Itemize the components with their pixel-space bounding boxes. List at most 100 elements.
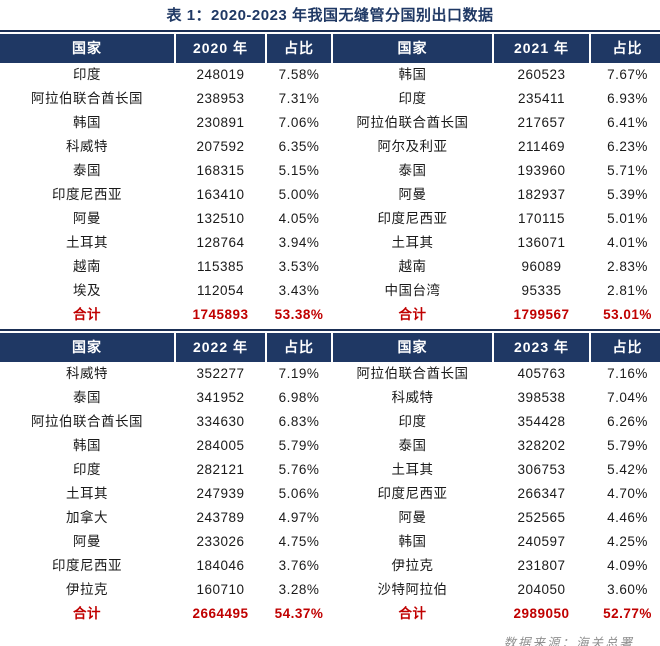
country-cell: 印度 [73,67,101,82]
value-cell: 398538 [517,390,566,405]
country-cell: 泰国 [73,390,101,405]
share-cell: 52.77% [603,606,652,621]
share-cell: 7.04% [607,390,648,405]
country-cell: 合计 [73,606,101,621]
value-cell: 96089 [521,259,562,274]
table-row: 印度 248019 7.58% 韩国 260523 7.67% [0,63,660,87]
col-header-year-2021: 2021 年 [494,34,589,63]
share-cell: 53.01% [603,307,652,322]
share-cell: 5.76% [278,462,320,477]
table-row: 阿拉伯联合酋长国 334630 6.83% 印度 354428 6.26% [0,410,660,434]
share-cell: 53.38% [274,307,324,322]
share-cell: 4.75% [278,534,320,549]
col-header-share-right: 占比 [591,333,660,362]
share-cell: 4.97% [278,510,320,525]
country-cell: 印度尼西亚 [377,211,448,226]
country-cell: 土耳其 [66,486,108,501]
total-row: 合计 2664495 54.37% 合计 2989050 52.77% [0,602,660,626]
value-cell: 217657 [517,115,566,130]
col-header-share-left: 占比 [267,34,331,63]
share-cell: 5.01% [607,211,648,226]
value-cell: 306753 [517,462,566,477]
share-cell: 7.19% [278,366,320,381]
table-row: 土耳其 128764 3.94% 土耳其 136071 4.01% [0,231,660,255]
col-header-country-left: 国家 [0,34,174,63]
share-cell: 3.43% [278,283,320,298]
value-cell: 112054 [196,283,245,298]
country-cell: 韩国 [398,67,427,82]
country-cell: 阿曼 [73,211,101,226]
table-row: 印度 282121 5.76% 土耳其 306753 5.42% [0,458,660,482]
share-cell: 3.28% [278,582,320,597]
value-cell: 182937 [517,187,566,202]
value-cell: 243789 [196,510,245,525]
value-cell: 247939 [196,486,245,501]
header-row-2020-2021: 国家 2020 年 占比 国家 2021 年 占比 [0,34,660,63]
value-cell: 252565 [517,510,566,525]
country-cell: 伊拉克 [66,582,108,597]
table-row: 科威特 207592 6.35% 阿尔及利亚 211469 6.23% [0,135,660,159]
country-cell: 合计 [398,307,427,322]
country-cell: 合计 [398,606,427,621]
value-cell: 334630 [196,414,245,429]
country-cell: 科威特 [66,139,108,154]
total-row: 合计 1745893 53.38% 合计 1799567 53.01% [0,303,660,327]
share-cell: 3.53% [278,259,320,274]
value-cell: 1745893 [192,307,249,322]
header-row-2022-2023: 国家 2022 年 占比 国家 2023 年 占比 [0,333,660,362]
country-cell: 阿曼 [398,510,427,525]
share-cell: 6.23% [607,139,648,154]
country-cell: 阿曼 [73,534,101,549]
share-cell: 2.81% [607,283,648,298]
share-cell: 4.09% [607,558,648,573]
table-row: 泰国 341952 6.98% 科威特 398538 7.04% [0,386,660,410]
value-cell: 240597 [517,534,566,549]
body-2020-2021: 印度 248019 7.58% 韩国 260523 7.67% 阿拉伯联合酋长国 238953… [0,63,660,327]
value-cell: 95335 [521,283,562,298]
table-title: 表 1：2020-2023 年我国无缝管分国别出口数据 [166,7,494,24]
value-cell: 266347 [517,486,566,501]
country-cell: 泰国 [398,163,427,178]
country-cell: 土耳其 [391,462,434,477]
value-cell: 248019 [196,67,245,82]
value-cell: 235411 [517,91,566,106]
value-cell: 328202 [517,438,566,453]
share-cell: 5.15% [278,163,320,178]
share-cell: 2.83% [607,259,648,274]
share-cell: 7.16% [607,366,648,381]
table-row: 土耳其 247939 5.06% 印度尼西亚 266347 4.70% [0,482,660,506]
share-cell: 54.37% [274,606,324,621]
country-cell: 印度尼西亚 [52,187,122,202]
country-cell: 韩国 [73,438,101,453]
country-cell: 伊拉克 [391,558,434,573]
col-header-share-left: 占比 [267,333,331,362]
share-cell: 4.05% [278,211,320,226]
body-2022-2023: 科威特 352277 7.19% 阿拉伯联合酋长国 405763 7.16% 泰国 34195… [0,362,660,626]
share-cell: 7.58% [278,67,320,82]
col-header-country-right: 国家 [333,333,492,362]
table-row: 阿曼 233026 4.75% 韩国 240597 4.25% [0,530,660,554]
share-cell: 7.06% [278,115,320,130]
value-cell: 204050 [517,582,566,597]
share-cell: 5.06% [278,486,320,501]
country-cell: 阿拉伯联合酋长国 [356,366,469,381]
country-cell: 沙特阿拉伯 [377,582,448,597]
share-cell: 4.01% [607,235,648,250]
country-cell: 合计 [73,307,101,322]
col-header-year-2023: 2023 年 [494,333,589,362]
value-cell: 260523 [517,67,566,82]
value-cell: 193960 [517,163,566,178]
share-cell: 3.76% [278,558,320,573]
country-cell: 印度尼西亚 [52,558,122,573]
value-cell: 231807 [517,558,566,573]
value-cell: 238953 [196,91,245,106]
table-row: 越南 115385 3.53% 越南 96089 2.83% [0,255,660,279]
share-cell: 5.39% [607,187,648,202]
col-header-country-left: 国家 [0,333,174,362]
country-cell: 韩国 [398,534,427,549]
value-cell: 233026 [196,534,245,549]
share-cell: 6.26% [607,414,648,429]
country-cell: 土耳其 [391,235,434,250]
value-cell: 352277 [196,366,245,381]
